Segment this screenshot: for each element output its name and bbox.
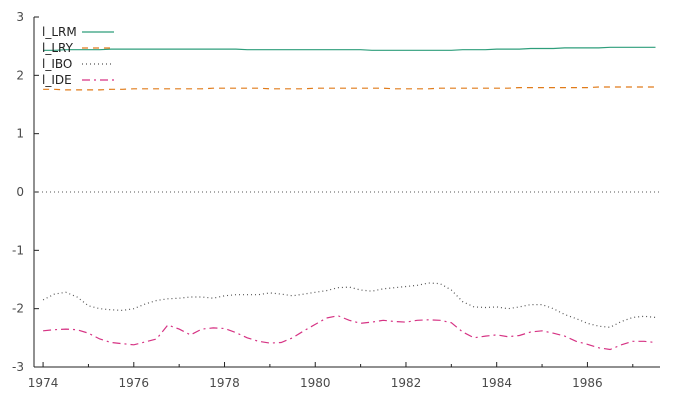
legend: l_LRM l_LRY l_IBO l_IDE [42, 25, 114, 87]
series-lines [34, 46, 660, 351]
legend-label: l_LRY [42, 41, 74, 55]
y-axis-ticks: 3 2 1 0 -1 -2 -3 [12, 10, 39, 374]
x-tick-label: 1978 [209, 376, 240, 390]
x-tick-label: 1986 [572, 376, 603, 390]
y-tick-label: -2 [12, 302, 24, 316]
x-axis-ticks: 1974 1976 1978 1980 1982 1984 1986 [28, 362, 634, 390]
y-tick-label: -3 [12, 360, 24, 374]
y-tick-label: 3 [16, 10, 24, 24]
x-tick-label: 1980 [300, 376, 331, 390]
series-line-l-lrm [43, 46, 656, 51]
y-tick-label: 1 [16, 127, 24, 141]
y-tick-label: 2 [16, 68, 24, 82]
y-tick-label: 0 [16, 185, 24, 199]
series-line-l-ide [43, 315, 656, 351]
x-tick-label: 1984 [481, 376, 512, 390]
legend-label: l_IBO [42, 57, 72, 71]
x-tick-label: 1976 [119, 376, 150, 390]
x-tick-label: 1982 [391, 376, 422, 390]
legend-label: l_IDE [42, 73, 72, 87]
series-line-l-lry [43, 86, 656, 91]
legend-label: l_LRM [42, 25, 77, 39]
x-tick-label: 1974 [28, 376, 59, 390]
y-tick-label: -1 [12, 243, 24, 257]
